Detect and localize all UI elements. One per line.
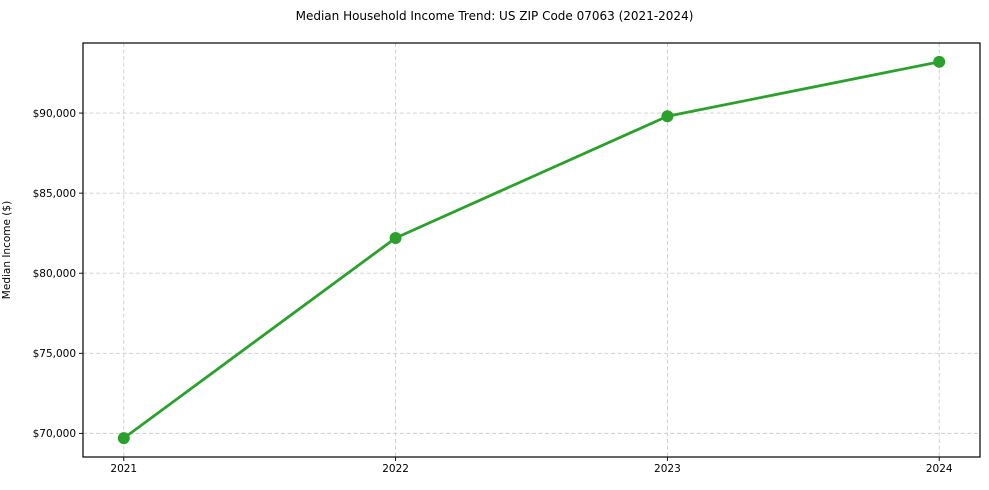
data-point-marker (661, 110, 674, 123)
chart-title: Median Household Income Trend: US ZIP Co… (295, 9, 694, 23)
data-point-marker (933, 55, 946, 68)
y-tick-label: $85,000 (33, 188, 76, 200)
plot-background (83, 43, 980, 457)
plot-border (82, 42, 981, 458)
trend-line (122, 60, 941, 440)
data-point-marker (117, 432, 130, 445)
y-tick-label: $70,000 (33, 428, 76, 440)
y-tick-label: $90,000 (33, 108, 76, 120)
data-point-marker (389, 231, 402, 244)
y-tick-label: $75,000 (33, 348, 76, 360)
x-tick-label: 2024 (926, 463, 953, 475)
x-tick-label: 2023 (654, 463, 681, 475)
x-tick-label: 2021 (110, 463, 137, 475)
x-tick-label: 2022 (382, 463, 409, 475)
y-tick-label: $80,000 (33, 268, 76, 280)
